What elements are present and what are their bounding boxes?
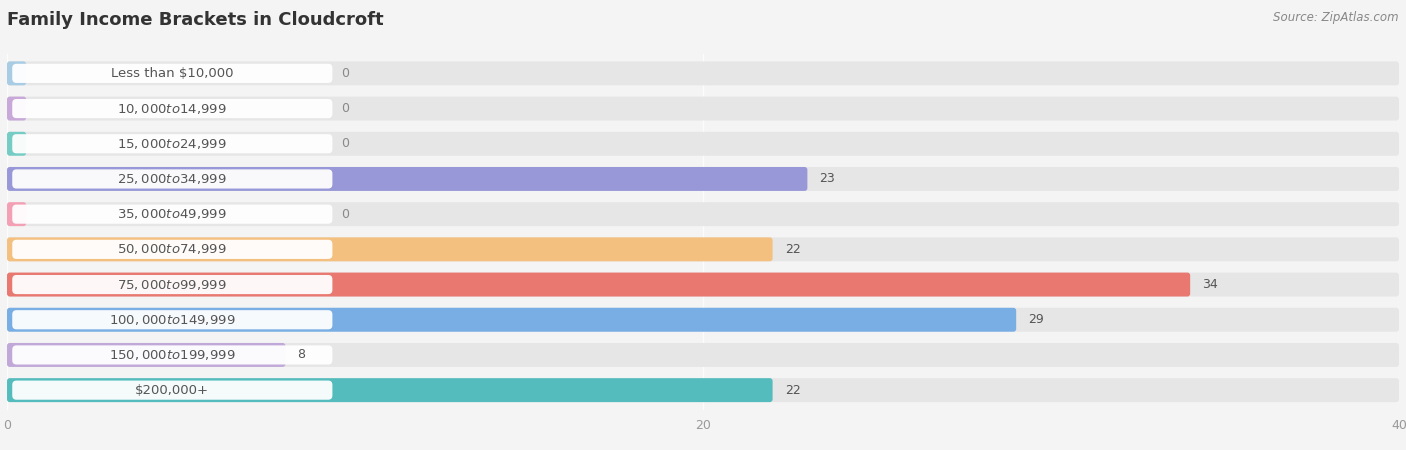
FancyBboxPatch shape [7,273,1191,297]
FancyBboxPatch shape [7,308,1017,332]
Text: 0: 0 [342,102,349,115]
FancyBboxPatch shape [7,132,27,156]
FancyBboxPatch shape [7,308,1399,332]
Text: $100,000 to $149,999: $100,000 to $149,999 [110,313,236,327]
Text: $150,000 to $199,999: $150,000 to $199,999 [110,348,236,362]
Text: $75,000 to $99,999: $75,000 to $99,999 [118,278,228,292]
FancyBboxPatch shape [13,381,332,400]
Text: 0: 0 [342,67,349,80]
Text: 22: 22 [785,384,800,396]
Text: Less than $10,000: Less than $10,000 [111,67,233,80]
FancyBboxPatch shape [13,310,332,329]
FancyBboxPatch shape [7,97,1399,121]
FancyBboxPatch shape [7,167,1399,191]
FancyBboxPatch shape [7,167,807,191]
Text: 34: 34 [1202,278,1218,291]
FancyBboxPatch shape [7,238,773,261]
FancyBboxPatch shape [13,64,332,83]
Text: Family Income Brackets in Cloudcroft: Family Income Brackets in Cloudcroft [7,11,384,29]
FancyBboxPatch shape [13,345,332,365]
FancyBboxPatch shape [13,275,332,294]
Text: 0: 0 [342,207,349,220]
Text: $10,000 to $14,999: $10,000 to $14,999 [118,102,228,116]
FancyBboxPatch shape [13,134,332,153]
FancyBboxPatch shape [7,378,1399,402]
FancyBboxPatch shape [13,99,332,118]
FancyBboxPatch shape [7,132,1399,156]
Text: 22: 22 [785,243,800,256]
FancyBboxPatch shape [7,97,27,121]
Text: $50,000 to $74,999: $50,000 to $74,999 [118,243,228,256]
FancyBboxPatch shape [13,240,332,259]
FancyBboxPatch shape [13,205,332,224]
Text: 23: 23 [820,172,835,185]
Text: $25,000 to $34,999: $25,000 to $34,999 [118,172,228,186]
FancyBboxPatch shape [7,202,27,226]
Text: Source: ZipAtlas.com: Source: ZipAtlas.com [1274,11,1399,24]
FancyBboxPatch shape [13,169,332,189]
FancyBboxPatch shape [7,61,1399,86]
FancyBboxPatch shape [7,61,27,86]
FancyBboxPatch shape [7,343,1399,367]
FancyBboxPatch shape [7,238,1399,261]
FancyBboxPatch shape [7,273,1399,297]
Text: $200,000+: $200,000+ [135,384,209,396]
Text: 29: 29 [1028,313,1045,326]
FancyBboxPatch shape [7,343,285,367]
FancyBboxPatch shape [7,202,1399,226]
FancyBboxPatch shape [7,378,773,402]
Text: $35,000 to $49,999: $35,000 to $49,999 [118,207,228,221]
Text: 8: 8 [298,348,305,361]
Text: 0: 0 [342,137,349,150]
Text: $15,000 to $24,999: $15,000 to $24,999 [118,137,228,151]
